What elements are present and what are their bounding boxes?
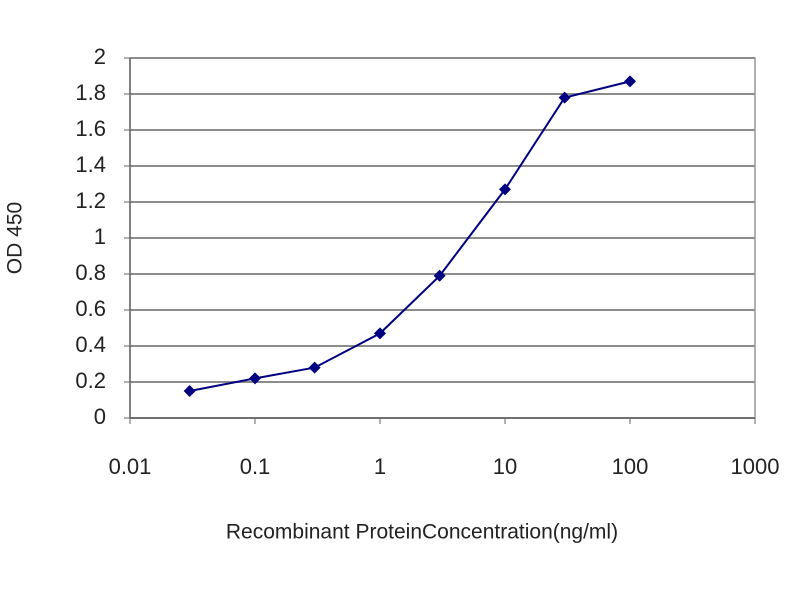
y-axis-label: OD 450 — [4, 202, 27, 274]
data-point — [499, 183, 511, 196]
data-point — [308, 361, 321, 374]
y-tick-label: 0.4 — [75, 332, 106, 357]
data-point — [433, 269, 446, 282]
y-tick-label: 0.2 — [75, 368, 106, 393]
y-tick-label: 0.6 — [75, 296, 106, 321]
y-tick-label: 2 — [94, 44, 106, 69]
y-tick-label: 0.8 — [75, 260, 106, 285]
y-tick-label: 1 — [94, 224, 106, 249]
x-tick-label: 1000 — [731, 454, 780, 479]
data-point — [183, 385, 196, 397]
x-tick-label: 0.1 — [240, 454, 271, 479]
y-tick-label: 1.8 — [75, 80, 106, 105]
y-tick-label: 1.2 — [75, 188, 106, 213]
y-tick-label: 1.4 — [75, 152, 106, 177]
x-tick-label: 0.01 — [109, 454, 152, 479]
x-tick-label: 1 — [374, 454, 386, 479]
data-point — [558, 91, 571, 104]
data-point — [374, 327, 386, 340]
x-axis-label: Recombinant ProteinConcentration(ng/ml) — [226, 521, 618, 544]
x-tick-label: 10 — [493, 454, 517, 479]
y-tick-label: 0 — [94, 404, 106, 429]
data-line — [189, 80, 631, 392]
data-point — [249, 372, 261, 385]
data-point — [624, 75, 636, 88]
x-tick-label: 100 — [612, 454, 649, 479]
y-tick-label: 1.6 — [75, 116, 106, 141]
